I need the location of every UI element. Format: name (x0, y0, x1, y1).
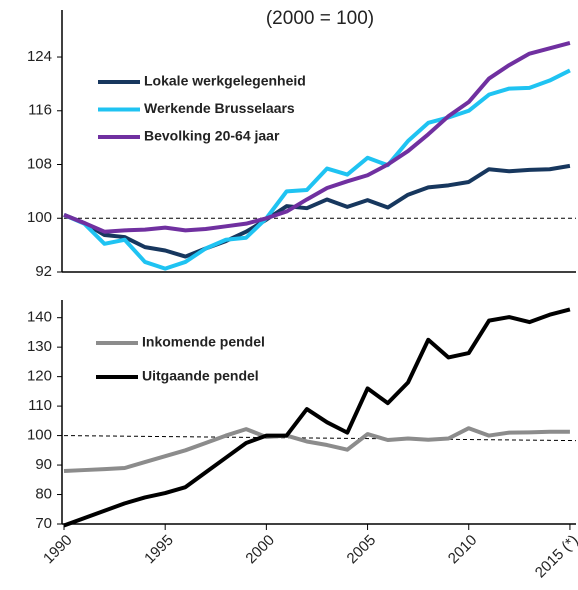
legend-label: Uitgaande pendel (142, 368, 259, 384)
y-tick-label: 130 (27, 338, 52, 355)
series-line (63, 68, 571, 271)
y-tick-label: 110 (28, 397, 52, 414)
x-tick-label: 2000 (242, 532, 278, 568)
legend-label: Inkomende pendel (142, 334, 265, 350)
reference-line (63, 435, 577, 442)
series-line (63, 426, 570, 473)
x-tick-label: 1990 (40, 532, 76, 568)
x-tick-label: 1995 (141, 532, 177, 568)
y-tick-label: 124 (27, 48, 52, 65)
chart-title: (2000 = 100) (266, 8, 374, 29)
legend-label: Bevolking 20-64 jaar (144, 128, 280, 144)
y-tick-label: 70 (35, 515, 52, 532)
y-tick-label: 92 (35, 263, 52, 280)
legend-label: Lokale werkgelegenheid (144, 73, 306, 89)
y-tick-label: 90 (35, 456, 52, 473)
x-tick-label: 2010 (445, 532, 481, 568)
x-tick-label: 2015 (*) (532, 532, 578, 582)
y-tick-label: 100 (27, 427, 52, 444)
series-line (63, 163, 571, 259)
y-tick-label: 116 (28, 102, 52, 119)
y-tick-label: 108 (27, 155, 52, 172)
y-tick-label: 140 (27, 309, 52, 326)
y-tick-label: 120 (27, 368, 52, 385)
series-line (63, 307, 571, 528)
y-tick-label: 80 (35, 485, 52, 502)
y-tick-label: 100 (27, 209, 52, 226)
series-line (63, 40, 571, 234)
legend-label: Werkende Brusselaars (144, 100, 295, 116)
x-tick-label: 2005 (344, 532, 380, 568)
